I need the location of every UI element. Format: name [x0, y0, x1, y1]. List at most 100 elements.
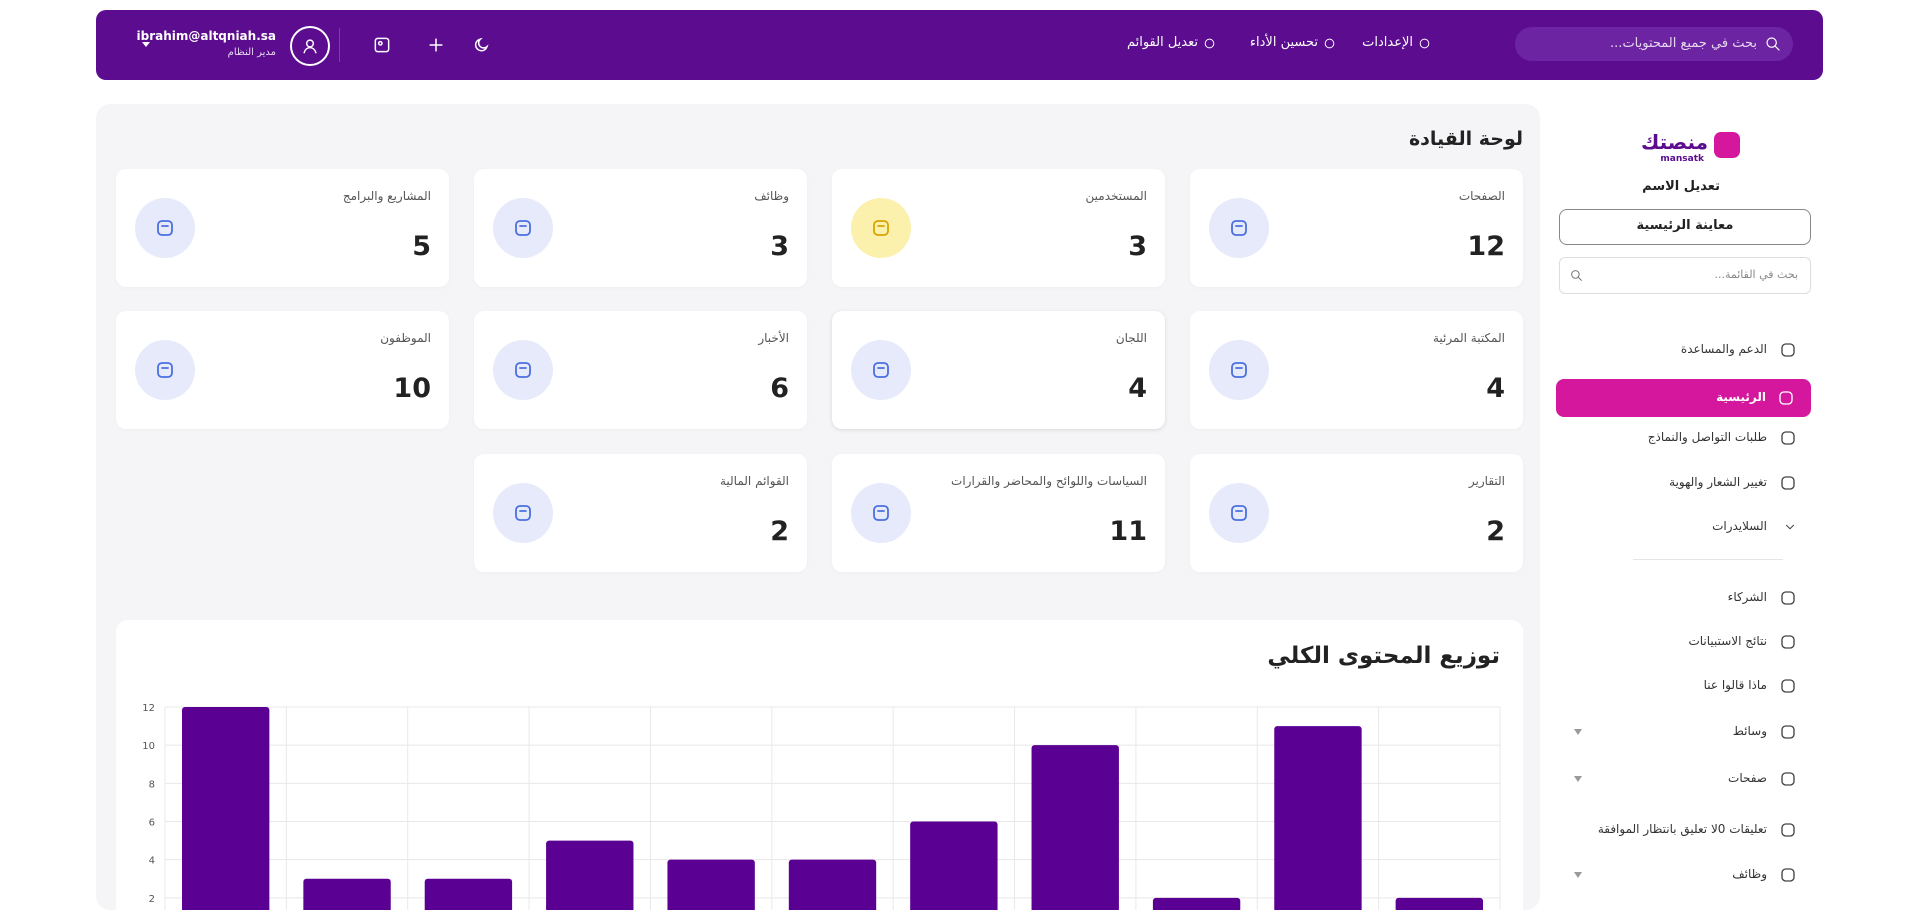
menu-icon	[1781, 868, 1795, 882]
bar	[667, 859, 755, 910]
menu-icon	[1781, 772, 1795, 786]
menu-label: ماذا قالوا عنا	[1703, 678, 1767, 692]
card-value: 6	[770, 373, 789, 404]
menu-item[interactable]: صفحات	[1559, 764, 1809, 794]
card-label: اللجان	[1115, 331, 1147, 345]
menu-icon	[1781, 635, 1795, 649]
menu-label: السلايدرات	[1712, 519, 1767, 533]
avatar-icon	[303, 39, 317, 54]
card-glyph	[515, 505, 531, 521]
card-label: الأخبار	[758, 331, 789, 345]
stat-card[interactable]: التقارير 2	[1190, 454, 1523, 572]
menu-icon	[1781, 343, 1795, 357]
card-value: 11	[1109, 516, 1147, 547]
bar	[303, 878, 391, 910]
stat-card[interactable]: المشاريع والبرامج 5	[116, 169, 449, 287]
stat-card[interactable]: القوائم المالية 2	[474, 454, 807, 572]
card-value: 10	[393, 373, 431, 404]
card-label: المكتبة المرئية	[1433, 331, 1505, 345]
nav-icon	[1324, 38, 1335, 49]
card-glyph	[1231, 220, 1247, 236]
y-tick-label: 10	[142, 741, 155, 752]
card-glyph	[515, 220, 531, 236]
card-icon	[493, 483, 553, 543]
preview-button[interactable]: معاينة الرئيسية	[1559, 209, 1811, 245]
menu-item[interactable]: ماذا قالوا عنا	[1559, 671, 1809, 701]
menu-label: تعليقات 0لا تعليق بانتظار الموافقة	[1597, 822, 1767, 836]
menu-item[interactable]: تغيير الشعار والهوية	[1559, 468, 1809, 498]
stat-card[interactable]: السياسات واللوائح والمحاضر والقرارات 11	[832, 454, 1165, 572]
nav-link[interactable]: تحسين الأداء	[1250, 35, 1336, 50]
card-glyph	[1231, 505, 1247, 521]
bar	[546, 840, 634, 910]
stat-card[interactable]: اللجان 4	[832, 311, 1165, 429]
stat-card[interactable]: الموظفون 10	[116, 311, 449, 429]
menu-item[interactable]: وسائط	[1559, 717, 1809, 747]
y-tick-label: 12	[142, 703, 155, 714]
card-glyph	[157, 220, 173, 236]
menu-icon	[1781, 679, 1795, 693]
stat-card[interactable]: المستخدمين 3	[832, 169, 1165, 287]
menu-item[interactable]: نتائج الاستبيانات	[1559, 627, 1809, 657]
card-value: 2	[770, 516, 789, 547]
search-icon	[1766, 37, 1780, 51]
card-icon	[135, 198, 195, 258]
expand-caret	[1574, 729, 1582, 735]
search-icon	[1571, 270, 1582, 281]
card-icon	[1209, 340, 1269, 400]
menu-label: وظائف	[1732, 867, 1767, 881]
card-icon	[1209, 483, 1269, 543]
menu-label: طلبات التواصل والنماذج	[1647, 430, 1767, 444]
nav-link[interactable]: الإعدادات	[1362, 35, 1431, 50]
card-glyph	[1231, 362, 1247, 378]
menu-item[interactable]: السلايدرات	[1559, 512, 1809, 542]
avatar[interactable]	[290, 26, 330, 66]
menu-icon	[1781, 431, 1795, 445]
card-value: 3	[770, 231, 789, 262]
nav-icon	[1204, 38, 1215, 49]
y-tick-label: 6	[149, 818, 155, 829]
stat-card[interactable]: الصفحات 12	[1190, 169, 1523, 287]
preview-label: معاينة الرئيسية	[1636, 218, 1734, 233]
card-label: الموظفون	[380, 331, 431, 345]
global-search[interactable]: بحث في جميع المحتويات...	[1515, 27, 1793, 61]
bar	[910, 821, 998, 910]
card-glyph	[515, 362, 531, 378]
site-name[interactable]: تعديل الاسم	[1642, 179, 1720, 194]
card-glyph	[873, 220, 889, 236]
card-icon	[493, 340, 553, 400]
menu-item[interactable]: طلبات التواصل والنماذج	[1559, 423, 1809, 453]
card-icon	[493, 198, 553, 258]
card-value: 4	[1486, 373, 1505, 404]
menu-search[interactable]: بحث في القائمة...	[1559, 257, 1811, 294]
menu-item[interactable]: الدعم والمساعدة	[1559, 335, 1809, 365]
nav-link[interactable]: تعديل القوائم	[1127, 35, 1216, 50]
y-tick-label: 8	[149, 779, 155, 790]
chart-card: توزيع المحتوى الكلي 2 4 6 8 10 12	[116, 620, 1523, 910]
stat-card[interactable]: الأخبار 6	[474, 311, 807, 429]
user-menu-caret[interactable]	[142, 42, 150, 47]
card-value: 2	[1486, 516, 1505, 547]
search-placeholder: بحث في جميع المحتويات...	[1610, 36, 1757, 51]
bar	[424, 878, 513, 910]
menu-item[interactable]: تعليقات 0لا تعليق بانتظار الموافقة	[1559, 815, 1809, 845]
chart-title: توزيع المحتوى الكلي	[1267, 643, 1500, 669]
expand-caret	[1574, 776, 1582, 782]
menu-label: تغيير الشعار والهوية	[1669, 475, 1767, 489]
menu-item[interactable]: الشركاء	[1559, 583, 1809, 613]
menu-item[interactable]: وظائف	[1559, 860, 1809, 890]
bar	[1152, 897, 1241, 910]
media-button	[374, 37, 390, 53]
card-value: 3	[1128, 231, 1147, 262]
user-email: ibrahim@altqniah.sa	[136, 29, 276, 43]
menu-item[interactable]: الرئيسية	[1556, 379, 1811, 417]
card-icon	[1209, 198, 1269, 258]
bar	[788, 859, 877, 910]
bar	[1395, 897, 1484, 910]
menu-search-placeholder: بحث في القائمة...	[1714, 268, 1798, 281]
nav-icon	[1419, 38, 1430, 49]
stat-card[interactable]: المكتبة المرئية 4	[1190, 311, 1523, 429]
stat-card[interactable]: وظائف 3	[474, 169, 807, 287]
menu-icon	[1781, 823, 1795, 837]
